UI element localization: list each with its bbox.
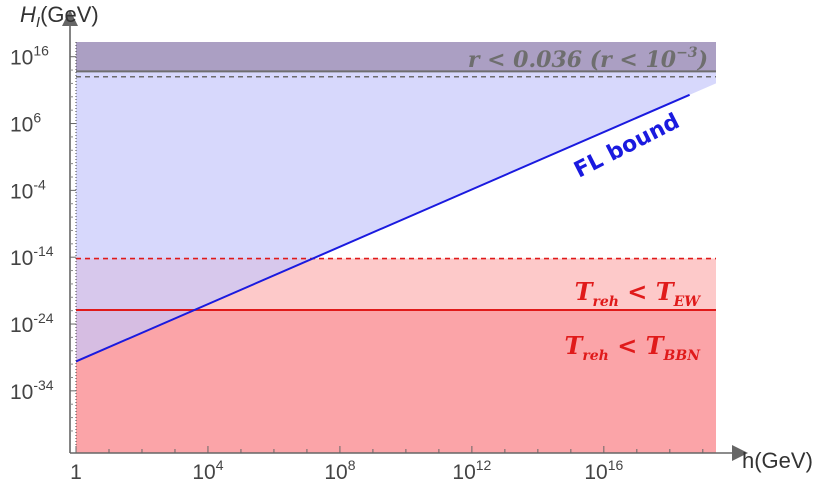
y-tick-label: 10-4 — [10, 176, 46, 203]
x-tick-label: 1 — [70, 461, 82, 484]
y-axis-title: HI(GeV) — [20, 2, 99, 31]
axes — [62, 10, 748, 461]
r-bound-label: r < 0.036 (r < 10−3) — [468, 45, 708, 73]
fl-bound-line — [75, 93, 691, 363]
region-r-bound — [76, 42, 716, 72]
ticks: 1 104 108 1012 1016 1016 106 10-4 10-14 10-24 10-3… — [10, 43, 704, 484]
bound-lines — [76, 70, 716, 311]
x-tick-label: 1016 — [584, 457, 623, 484]
t-bbn-label: Treh < TBBN — [565, 331, 702, 364]
series-layer — [75, 93, 691, 363]
x-axis-title: h(GeV) — [742, 448, 813, 473]
t-ew-label: Treh < TEW — [575, 277, 702, 310]
y-tick-label: 10-14 — [10, 243, 54, 270]
x-tick-label: 1012 — [452, 457, 491, 484]
y-tick-label: 10-24 — [10, 310, 54, 337]
x-tick-label: 108 — [324, 457, 355, 484]
x-tick-label: 104 — [192, 457, 223, 484]
y-tick-label: 106 — [10, 110, 41, 137]
y-tick-label: 1016 — [10, 43, 49, 70]
region-fl — [76, 71, 716, 362]
y-tick-label: 10-34 — [10, 377, 54, 404]
region-t-bbn — [76, 309, 716, 453]
shaded-regions — [76, 42, 716, 453]
